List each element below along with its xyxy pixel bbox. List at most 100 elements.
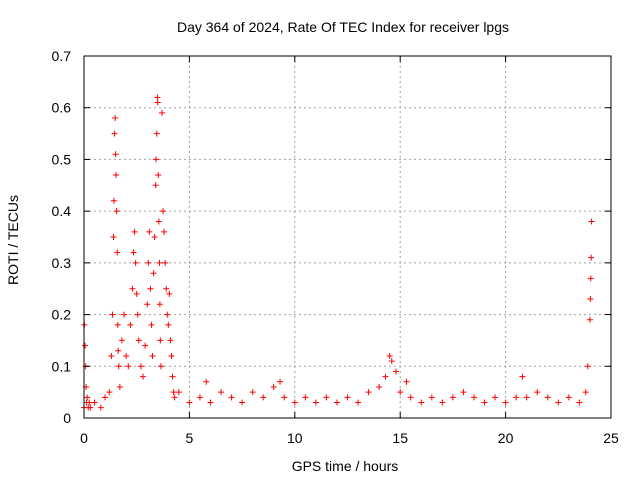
data-point xyxy=(365,389,372,396)
data-point xyxy=(153,156,160,163)
data-point xyxy=(165,321,172,328)
data-point xyxy=(196,394,203,401)
data-point xyxy=(169,373,176,380)
y-tick-label: 0.7 xyxy=(52,48,72,64)
data-point xyxy=(207,399,214,406)
data-point xyxy=(492,394,499,401)
data-point xyxy=(121,311,128,318)
chart-grid xyxy=(84,56,611,418)
data-point xyxy=(109,311,116,318)
data-point xyxy=(97,404,104,411)
data-point xyxy=(449,394,456,401)
data-point xyxy=(161,228,168,235)
data-point xyxy=(162,259,169,266)
data-point xyxy=(111,130,118,137)
data-point xyxy=(106,389,113,396)
data-point xyxy=(91,399,98,406)
data-point xyxy=(112,151,119,158)
data-point xyxy=(565,394,572,401)
data-point xyxy=(470,394,477,401)
data-point xyxy=(582,389,589,396)
data-point xyxy=(249,389,256,396)
data-point xyxy=(140,373,147,380)
y-tick-label: 0.6 xyxy=(52,100,72,116)
x-tick-label: 15 xyxy=(392,430,408,446)
data-point xyxy=(146,228,153,235)
data-point xyxy=(439,399,446,406)
data-point xyxy=(312,399,319,406)
data-point xyxy=(157,337,164,344)
data-point xyxy=(355,399,362,406)
data-point xyxy=(87,404,94,411)
data-point xyxy=(418,399,425,406)
data-point xyxy=(116,383,123,390)
data-point xyxy=(403,378,410,385)
data-point xyxy=(108,352,115,359)
data-point xyxy=(154,99,161,106)
x-tick-label: 25 xyxy=(603,430,619,446)
data-point xyxy=(260,394,267,401)
data-point xyxy=(534,389,541,396)
data-point xyxy=(168,352,175,359)
data-point xyxy=(155,218,162,225)
data-point xyxy=(576,399,583,406)
x-tick-label: 0 xyxy=(80,430,88,446)
data-point xyxy=(544,394,551,401)
data-point xyxy=(186,399,193,406)
data-point xyxy=(125,363,132,370)
data-point xyxy=(113,171,120,178)
data-point xyxy=(481,399,488,406)
data-point xyxy=(586,316,593,323)
data-point xyxy=(115,347,122,354)
data-point xyxy=(145,259,152,266)
data-point xyxy=(144,301,151,308)
data-point xyxy=(135,337,142,344)
y-tick-label: 0.4 xyxy=(52,203,72,219)
data-point xyxy=(588,218,595,225)
data-point xyxy=(555,399,562,406)
data-point xyxy=(133,290,140,297)
data-point xyxy=(218,389,225,396)
y-tick-labels: 0 0.1 0.2 0.3 0.4 0.5 0.6 0.7 xyxy=(52,48,72,426)
data-point xyxy=(149,352,156,359)
data-point xyxy=(157,363,164,370)
data-point xyxy=(587,275,594,282)
data-point xyxy=(151,234,158,240)
data-point xyxy=(110,234,117,240)
data-point xyxy=(152,182,159,189)
data-point xyxy=(163,285,170,292)
y-tick-label: 0.5 xyxy=(52,151,72,167)
data-point xyxy=(156,259,163,266)
data-point xyxy=(281,394,288,401)
x-axis-label: GPS time / hours xyxy=(292,458,399,474)
data-point xyxy=(588,254,595,261)
data-point xyxy=(113,208,120,215)
y-tick-label: 0 xyxy=(63,410,71,426)
data-point xyxy=(386,352,393,359)
data-point xyxy=(164,311,171,318)
data-point xyxy=(129,285,136,292)
y-axis-label: ROTI / TECUs xyxy=(5,195,21,285)
plot-frame xyxy=(83,55,612,419)
data-point xyxy=(460,389,467,396)
data-point xyxy=(132,259,139,266)
data-point xyxy=(114,321,121,328)
data-point xyxy=(203,378,210,385)
data-point xyxy=(123,352,130,359)
data-point xyxy=(154,94,161,101)
y-tick-label: 0.1 xyxy=(52,358,72,374)
data-point xyxy=(270,383,277,390)
data-point xyxy=(156,301,163,308)
data-point xyxy=(137,363,144,370)
x-tick-label: 10 xyxy=(287,430,303,446)
data-point xyxy=(376,383,383,390)
data-point xyxy=(584,363,591,370)
x-tick-label: 20 xyxy=(498,430,514,446)
data-point xyxy=(147,285,154,292)
data-point xyxy=(333,399,340,406)
data-point xyxy=(134,311,141,318)
data-point xyxy=(170,389,177,396)
data-point xyxy=(323,394,330,401)
data-point xyxy=(407,394,414,401)
data-point xyxy=(102,394,109,401)
